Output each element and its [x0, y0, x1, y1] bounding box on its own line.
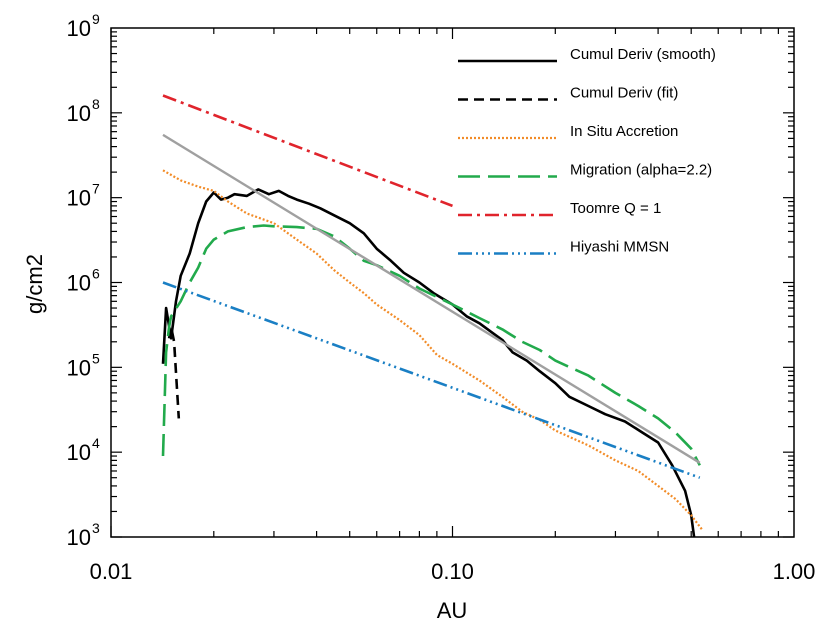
x-tick-label: 0.10	[431, 559, 474, 584]
y-tick-label: 10	[67, 16, 91, 41]
y-tick-label-exponent: 3	[92, 520, 100, 536]
y-tick-label-exponent: 7	[92, 181, 100, 197]
y-tick-label-exponent: 6	[92, 266, 100, 282]
y-tick-label: 10	[67, 525, 91, 550]
series-line-7	[162, 133, 701, 464]
series-line-6	[162, 281, 701, 479]
y-tick-label: 10	[67, 271, 91, 296]
series-line-4	[161, 224, 701, 466]
plot-frame	[110, 27, 795, 538]
series-line-5	[162, 94, 453, 208]
series-line-3	[162, 169, 704, 531]
y-tick-label: 10	[67, 440, 91, 465]
x-tick-label: 0.01	[90, 559, 133, 584]
y-axis-title: g/cm2	[22, 254, 47, 314]
x-tick-label: 1.00	[773, 559, 816, 584]
series-layer	[161, 94, 704, 537]
ticks	[110, 28, 794, 538]
legend-label: Migration (alpha=2.2)	[570, 162, 712, 179]
legend-label: Toomre Q = 1	[570, 200, 661, 217]
legend-label: In Situ Accretion	[570, 123, 678, 140]
legend: Cumul Deriv (smooth) Cumul Deriv (fit) In …	[458, 46, 716, 256]
y-tick-label-exponent: 8	[92, 96, 100, 112]
series-line-2	[167, 325, 181, 419]
y-tick-label-exponent: 9	[92, 11, 100, 27]
legend-label: Cumul Deriv (fit)	[570, 85, 678, 102]
y-tick-label: 10	[67, 355, 91, 380]
y-tick-label-exponent: 4	[92, 435, 100, 451]
y-tick-label: 10	[67, 101, 91, 126]
legend-label: Cumul Deriv (smooth)	[570, 46, 716, 63]
x-axis-title: AU	[437, 598, 468, 623]
y-tick-label: 10	[67, 186, 91, 211]
series-line-1	[161, 188, 696, 537]
legend-label: Hiyashi MMSN	[570, 239, 669, 256]
y-tick-label-exponent: 5	[92, 350, 100, 366]
